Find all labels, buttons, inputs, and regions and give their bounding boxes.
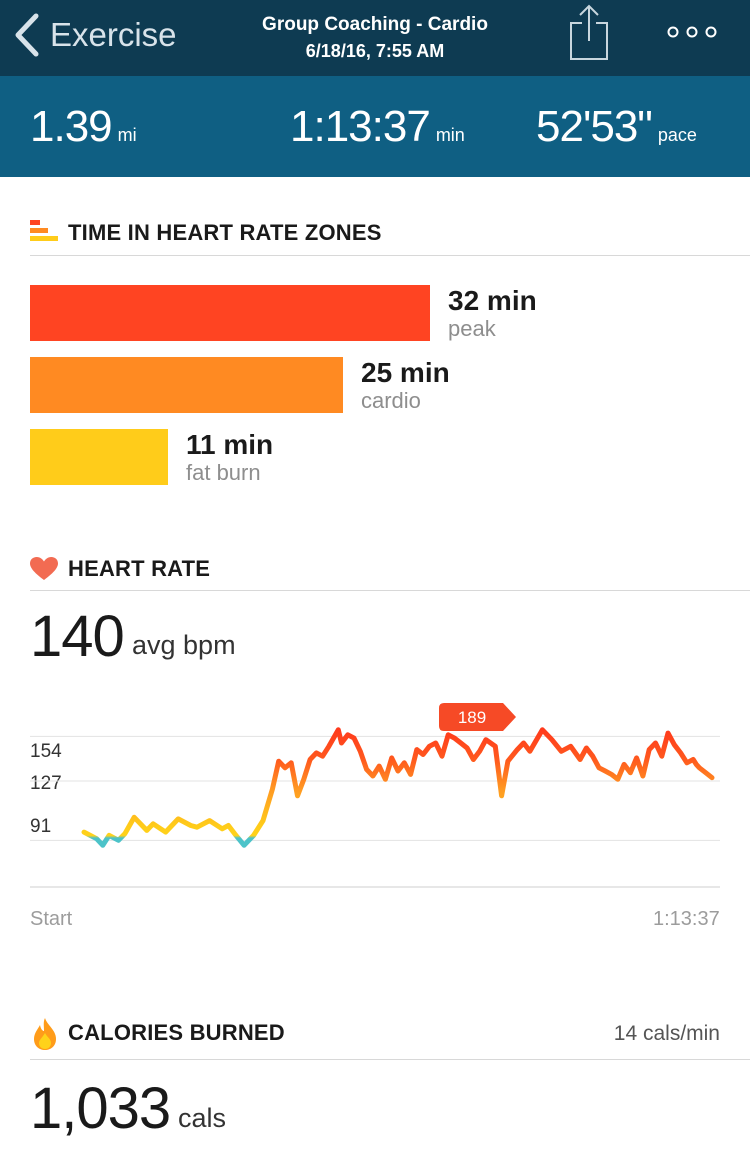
- share-icon: [570, 4, 608, 60]
- zone-fat-burn-label: fat burn: [186, 460, 261, 485]
- heart-title: HEART RATE: [68, 556, 211, 581]
- calories-unit: cals: [178, 1103, 227, 1133]
- max-hr-badge: 189: [439, 703, 516, 731]
- zone-cardio-value: 25 min: [361, 357, 450, 388]
- zone-bar-peak: [30, 285, 430, 341]
- nav-bar: Exercise Group Coaching - Cardio 6/18/16…: [0, 0, 750, 76]
- zones-icon: [30, 220, 58, 241]
- distance-stat: 1.39 mi: [30, 102, 137, 152]
- duration-stat: 1:13:37 min: [290, 102, 465, 152]
- heart-section-header: HEART RATE: [0, 553, 750, 593]
- pace-unit: pace: [657, 125, 697, 145]
- y-tick-label: 127: [30, 773, 62, 794]
- zones-title: TIME IN HEART RATE ZONES: [68, 220, 382, 245]
- avg-bpm-value: 140: [30, 604, 125, 669]
- y-tick-label: 154: [30, 741, 62, 762]
- heart-icon: [30, 557, 58, 580]
- page-title: Group Coaching - Cardio 6/18/16, 7:55 AM: [200, 12, 550, 64]
- y-tick-label: 91: [30, 816, 52, 837]
- heart-rate-chart: 189: [30, 703, 720, 888]
- back-button[interactable]: Exercise: [14, 8, 177, 62]
- divider: [30, 590, 750, 591]
- divider: [30, 255, 750, 256]
- chart-start-label: Start: [30, 908, 73, 930]
- pace-stat: 52'53" pace: [536, 102, 697, 152]
- zone-peak-label: peak: [448, 316, 496, 341]
- calories-value: 1,033: [30, 1076, 171, 1141]
- title-activity: Group Coaching - Cardio: [262, 14, 488, 35]
- chevron-left-icon: [15, 13, 39, 57]
- more-options-button[interactable]: [664, 20, 720, 44]
- title-datetime: 6/18/16, 7:55 AM: [305, 41, 445, 61]
- divider: [30, 1059, 750, 1060]
- share-button[interactable]: [566, 3, 612, 61]
- calorie-rate: 14 cals/min: [613, 1022, 720, 1045]
- heart-rate-line: [81, 727, 715, 848]
- back-label: Exercise: [50, 16, 177, 53]
- distance-value: 1.39: [30, 102, 113, 151]
- pace-value: 52'53": [536, 102, 653, 151]
- chart-end-label: 1:13:37: [653, 908, 720, 930]
- calories-title: CALORIES BURNED: [68, 1020, 285, 1045]
- zone-bar-cardio: [30, 357, 343, 413]
- zone-cardio-label: cardio: [361, 388, 421, 413]
- distance-unit: mi: [117, 125, 137, 145]
- duration-value: 1:13:37: [290, 102, 431, 151]
- flame-icon: [34, 1018, 56, 1050]
- more-icon: [667, 26, 717, 38]
- zones-section-header: TIME IN HEART RATE ZONES: [0, 217, 750, 257]
- zone-fat-burn-value: 11 min: [186, 429, 274, 460]
- max-hr-value: 189: [458, 708, 486, 727]
- avg-bpm-unit: avg bpm: [132, 630, 236, 660]
- zone-peak-value: 32 min: [448, 285, 537, 316]
- duration-unit: min: [435, 125, 465, 145]
- zone-bar-fat-burn: [30, 429, 168, 485]
- calories-section-header: CALORIES BURNED 14 cals/min: [0, 1017, 750, 1057]
- summary-stats: 1.39 mi 1:13:37 min 52'53" pace: [0, 76, 750, 177]
